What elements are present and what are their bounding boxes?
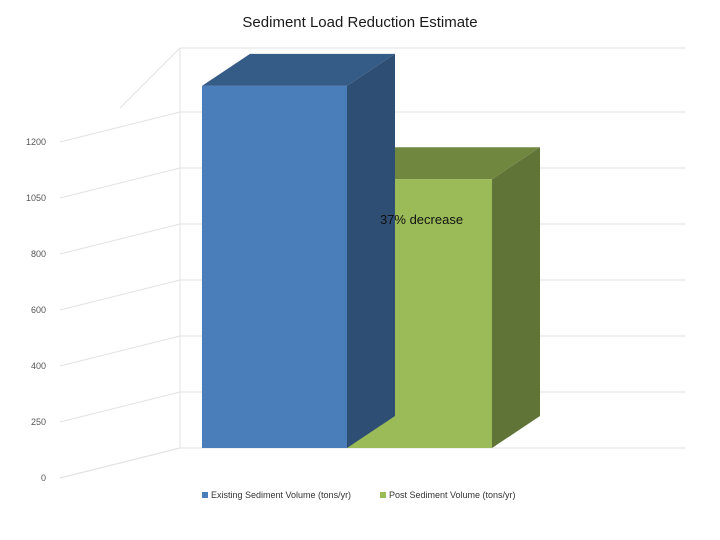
legend: Existing Sediment Volume (tons/yr) Post S…	[202, 490, 516, 500]
y-axis-ticks: 0 250 400 600 800 1050 1200	[26, 137, 46, 483]
bar-side-face	[492, 147, 540, 448]
y-tick-label: 0	[41, 473, 46, 483]
y-tick-label: 1050	[26, 193, 46, 203]
bars	[202, 53, 540, 448]
gridline-diagonal	[59, 447, 181, 479]
gridline-diagonal	[59, 279, 181, 311]
gridline-diagonal	[59, 223, 181, 255]
gridline-diagonal-top	[119, 47, 181, 109]
y-tick-label: 250	[31, 417, 46, 427]
gridline-diagonal	[59, 167, 181, 199]
legend-label: Existing Sediment Volume (tons/yr)	[211, 490, 351, 500]
bar-top-face	[202, 53, 395, 86]
annotation-label: 37% decrease	[380, 212, 463, 227]
y-tick-label: 1200	[26, 137, 46, 147]
gridline-diagonal	[59, 111, 181, 143]
y-tick-label: 400	[31, 361, 46, 371]
bar-1	[202, 53, 395, 448]
bar-side-face	[347, 53, 395, 448]
legend-swatch	[380, 492, 386, 498]
y-tick-label: 800	[31, 249, 46, 259]
legend-label: Post Sediment Volume (tons/yr)	[389, 490, 516, 500]
y-tick-label: 600	[31, 305, 46, 315]
gridline-diagonal	[59, 335, 181, 367]
legend-swatch	[202, 492, 208, 498]
bar-front-face	[202, 85, 347, 448]
bar-top-face	[347, 147, 540, 180]
gridline-diagonal	[59, 391, 181, 423]
chart-title: Sediment Load Reduction Estimate	[242, 14, 478, 31]
